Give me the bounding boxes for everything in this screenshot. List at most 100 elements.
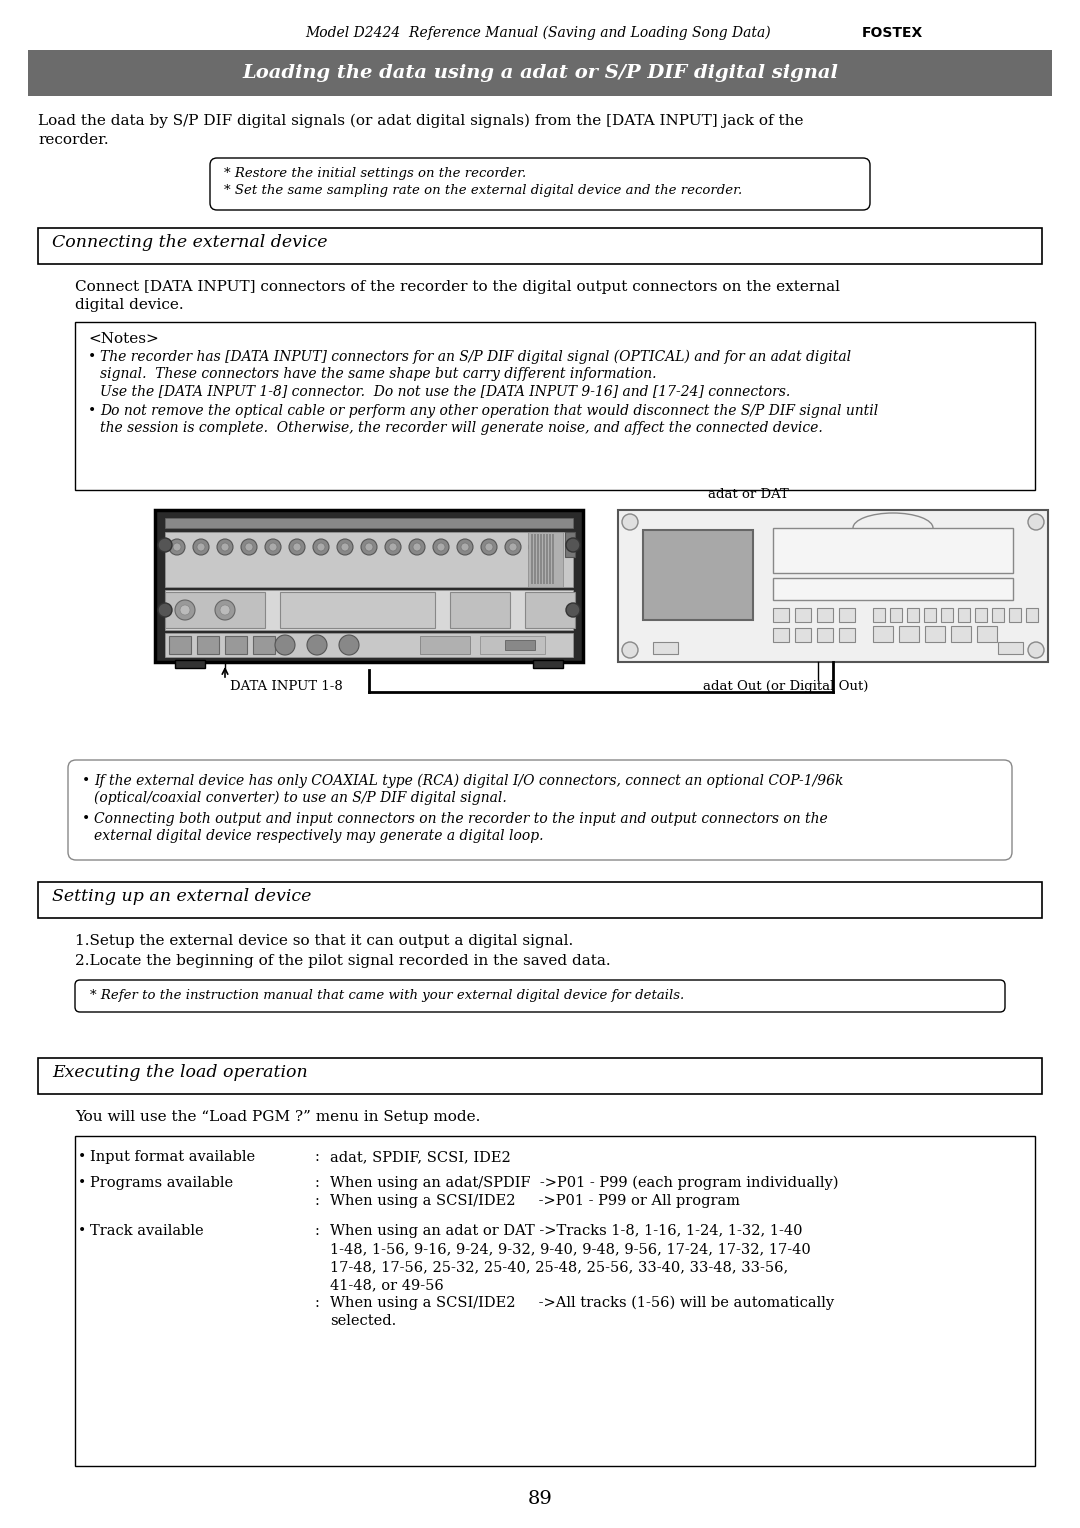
Circle shape bbox=[337, 539, 353, 555]
Text: •: • bbox=[78, 1151, 86, 1164]
Text: 89: 89 bbox=[527, 1490, 553, 1508]
Text: :: : bbox=[315, 1177, 320, 1190]
Text: selected.: selected. bbox=[330, 1314, 396, 1328]
Bar bbox=[549, 533, 551, 584]
Text: Input format available: Input format available bbox=[90, 1151, 255, 1164]
Bar bbox=[941, 608, 953, 622]
Bar bbox=[873, 608, 885, 622]
Circle shape bbox=[289, 539, 305, 555]
Circle shape bbox=[158, 604, 172, 617]
Text: the session is complete.  Otherwise, the recorder will generate noise, and affec: the session is complete. Otherwise, the … bbox=[100, 422, 823, 435]
Text: When using a SCSI/IDE2     ->P01 - P99 or All program: When using a SCSI/IDE2 ->P01 - P99 or Al… bbox=[330, 1193, 740, 1209]
Bar bbox=[998, 642, 1023, 654]
Bar bbox=[528, 532, 563, 587]
Text: :: : bbox=[315, 1296, 320, 1309]
Text: 41-48, or 49-56: 41-48, or 49-56 bbox=[330, 1277, 444, 1293]
Circle shape bbox=[529, 539, 545, 555]
Bar bbox=[75, 1135, 1035, 1465]
Text: Do not remove the optical cable or perform any other operation that would discon: Do not remove the optical cable or perfo… bbox=[100, 403, 878, 419]
Bar bbox=[75, 322, 1035, 490]
Text: signal.  These connectors have the same shape but carry different information.: signal. These connectors have the same s… bbox=[100, 367, 657, 380]
Circle shape bbox=[307, 636, 327, 656]
Bar bbox=[618, 510, 1048, 662]
Bar bbox=[924, 608, 936, 622]
Text: :: : bbox=[315, 1224, 320, 1238]
Bar bbox=[839, 608, 855, 622]
Bar bbox=[534, 533, 536, 584]
Bar bbox=[552, 533, 554, 584]
Circle shape bbox=[1028, 513, 1044, 530]
Text: adat Out (or Digital Out): adat Out (or Digital Out) bbox=[703, 680, 868, 694]
Text: •: • bbox=[87, 403, 96, 419]
Text: * Set the same sampling rate on the external digital device and the recorder.: * Set the same sampling rate on the exte… bbox=[224, 183, 742, 197]
Circle shape bbox=[534, 542, 541, 552]
Text: adat, SPDIF, SCSI, IDE2: adat, SPDIF, SCSI, IDE2 bbox=[330, 1151, 511, 1164]
Bar bbox=[175, 660, 205, 668]
Bar bbox=[540, 533, 542, 584]
Bar bbox=[873, 626, 893, 642]
Bar bbox=[165, 591, 265, 628]
Bar bbox=[505, 640, 535, 649]
Bar bbox=[839, 628, 855, 642]
Bar bbox=[975, 608, 987, 622]
Bar bbox=[993, 608, 1004, 622]
Text: The recorder has [DATA INPUT] connectors for an S/P DIF digital signal (OPTICAL): The recorder has [DATA INPUT] connectors… bbox=[100, 350, 851, 364]
Circle shape bbox=[389, 542, 397, 552]
Text: * Restore the initial settings on the recorder.: * Restore the initial settings on the re… bbox=[224, 167, 526, 180]
Bar bbox=[280, 591, 435, 628]
Bar bbox=[165, 590, 573, 630]
Circle shape bbox=[180, 605, 190, 614]
Circle shape bbox=[175, 601, 195, 620]
Text: <Notes>: <Notes> bbox=[87, 332, 159, 345]
Bar bbox=[951, 626, 971, 642]
Bar bbox=[773, 628, 789, 642]
Bar bbox=[773, 529, 1013, 573]
Text: DATA INPUT 1-8: DATA INPUT 1-8 bbox=[230, 680, 342, 694]
Circle shape bbox=[339, 636, 359, 656]
Bar bbox=[38, 882, 1042, 918]
Circle shape bbox=[265, 539, 281, 555]
FancyBboxPatch shape bbox=[75, 979, 1005, 1012]
Bar bbox=[420, 636, 470, 654]
Bar bbox=[480, 636, 545, 654]
Bar bbox=[165, 518, 573, 529]
Circle shape bbox=[413, 542, 421, 552]
Text: Programs available: Programs available bbox=[90, 1177, 233, 1190]
Circle shape bbox=[215, 601, 235, 620]
Circle shape bbox=[293, 542, 301, 552]
Bar bbox=[1009, 608, 1021, 622]
Bar bbox=[38, 1057, 1042, 1094]
Bar bbox=[816, 628, 833, 642]
Text: 1.Setup the external device so that it can output a digital signal.: 1.Setup the external device so that it c… bbox=[75, 934, 573, 947]
Bar bbox=[450, 591, 510, 628]
Bar bbox=[165, 532, 573, 587]
Circle shape bbox=[245, 542, 253, 552]
Circle shape bbox=[241, 539, 257, 555]
Text: 17-48, 17-56, 25-32, 25-40, 25-48, 25-56, 33-40, 33-48, 33-56,: 17-48, 17-56, 25-32, 25-40, 25-48, 25-56… bbox=[330, 1261, 788, 1274]
Circle shape bbox=[275, 636, 295, 656]
Bar bbox=[773, 608, 789, 622]
Bar bbox=[534, 660, 563, 668]
Text: Connecting both output and input connectors on the recorder to the input and out: Connecting both output and input connect… bbox=[94, 811, 827, 827]
Circle shape bbox=[168, 539, 185, 555]
Text: •: • bbox=[78, 1224, 86, 1238]
Bar bbox=[816, 608, 833, 622]
Circle shape bbox=[173, 542, 181, 552]
Circle shape bbox=[217, 539, 233, 555]
Text: Load the data by S/P DIF digital signals (or adat digital signals) from the [DAT: Load the data by S/P DIF digital signals… bbox=[38, 115, 804, 128]
Bar bbox=[38, 228, 1042, 264]
Text: Setting up an external device: Setting up an external device bbox=[52, 888, 311, 905]
Circle shape bbox=[505, 539, 521, 555]
Bar bbox=[28, 50, 1052, 96]
Bar bbox=[773, 578, 1013, 601]
Circle shape bbox=[193, 539, 210, 555]
Circle shape bbox=[361, 539, 377, 555]
Text: (optical/coaxial converter) to use an S/P DIF digital signal.: (optical/coaxial converter) to use an S/… bbox=[94, 792, 507, 805]
Circle shape bbox=[622, 642, 638, 659]
Bar bbox=[924, 626, 945, 642]
Text: When using an adat or DAT ->Tracks 1-8, 1-16, 1-24, 1-32, 1-40: When using an adat or DAT ->Tracks 1-8, … bbox=[330, 1224, 802, 1238]
Circle shape bbox=[341, 542, 349, 552]
Circle shape bbox=[433, 539, 449, 555]
Text: •: • bbox=[87, 350, 96, 364]
Text: Track available: Track available bbox=[90, 1224, 204, 1238]
